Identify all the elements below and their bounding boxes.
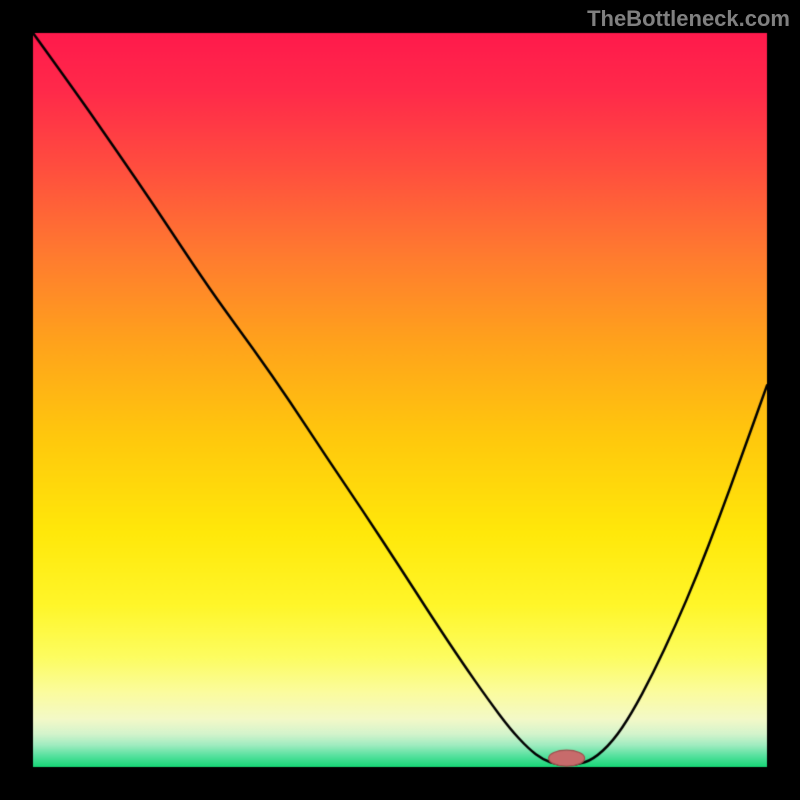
bottleneck-chart <box>0 0 800 800</box>
watermark-text: TheBottleneck.com <box>587 6 790 32</box>
stage: TheBottleneck.com <box>0 0 800 800</box>
